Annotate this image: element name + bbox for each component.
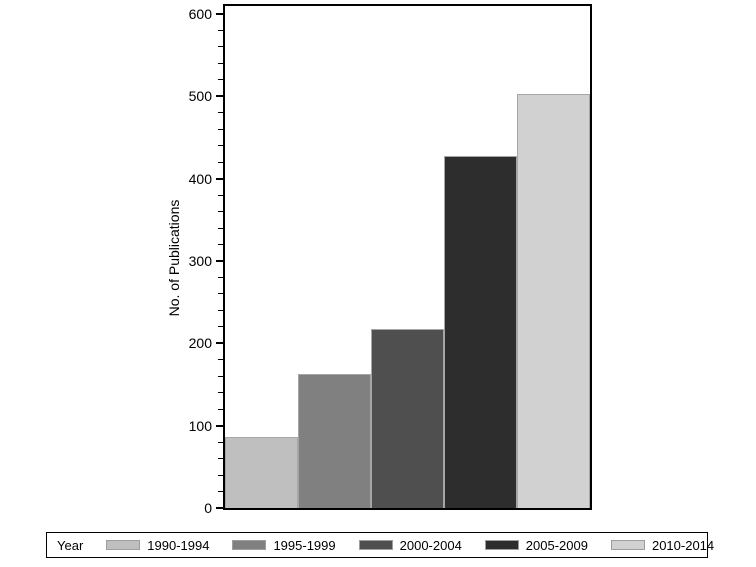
y-axis-minor-tick <box>218 359 223 361</box>
legend-item-1995-1999: 1995-1999 <box>232 537 336 553</box>
y-axis-tick-label: 100 <box>188 417 212 434</box>
y-axis-major-tick <box>216 177 223 180</box>
y-axis-major-tick <box>216 424 223 427</box>
legend-swatch-icon <box>106 540 141 550</box>
y-axis-minor-tick <box>218 161 223 163</box>
y-axis-minor-tick <box>218 408 223 410</box>
legend-title: Year <box>57 537 84 553</box>
plot-area: 0 100 200 300 400 500 600 <box>189 4 592 515</box>
y-axis-minor-tick <box>218 46 223 48</box>
legend-label: 2000-2004 <box>399 537 462 553</box>
y-axis-minor-tick <box>218 326 223 328</box>
y-axis-minor-tick <box>218 211 223 213</box>
plot-inner: 0 100 200 300 400 500 600 <box>189 6 590 515</box>
legend-items: 1990-1994 1995-1999 2000-2004 2005-2009 2010… <box>83 538 714 553</box>
y-axis-minor-tick <box>218 112 223 114</box>
y-axis-minor-tick <box>218 491 223 493</box>
bar-2005-2009 <box>444 156 517 508</box>
y-axis-minor-tick <box>218 276 223 278</box>
y-axis-minor-tick <box>218 29 223 31</box>
bar-2000-2004 <box>371 329 444 508</box>
y-axis-major-tick <box>216 507 223 509</box>
y-axis-major-tick <box>216 260 223 262</box>
y-axis-tick-label: 0 <box>204 500 212 516</box>
y-axis-minor-tick <box>218 62 223 64</box>
y-axis-minor-tick <box>218 244 223 246</box>
legend-item-2000-2004: 2000-2004 <box>358 537 462 553</box>
y-axis-minor-tick <box>218 474 223 476</box>
legend: Year 1990-1994 1995-1999 2000-2004 2005-200… <box>46 532 714 558</box>
y-axis-tick-label: 300 <box>188 253 212 269</box>
legend-swatch-icon <box>232 540 267 550</box>
legend-item-2005-2009: 2005-2009 <box>484 537 588 553</box>
y-axis-minor-tick <box>218 441 223 443</box>
y-axis-title: No. of Publications <box>166 199 182 317</box>
y-axis-minor-tick <box>218 293 223 295</box>
y-axis-minor-tick <box>218 458 223 460</box>
legend-label: 1995-1999 <box>273 537 336 553</box>
y-axis-minor-tick <box>218 309 223 311</box>
y-axis-major-tick <box>216 342 223 345</box>
y-axis-tick-label: 500 <box>188 88 212 105</box>
y-axis-tick-label: 400 <box>188 170 212 187</box>
y-axis-tick-label: 200 <box>188 335 212 352</box>
y-axis-minor-tick <box>218 79 223 81</box>
legend-label: 2005-2009 <box>525 537 588 553</box>
legend-item-1990-1994: 1990-1994 <box>106 538 209 553</box>
y-axis-minor-tick <box>218 194 223 196</box>
y-axis-minor-tick <box>218 375 223 377</box>
legend-label: 1990-1994 <box>147 537 210 553</box>
bar-2010-2014 <box>517 94 590 508</box>
y-axis-major-tick <box>216 95 223 98</box>
y-axis-minor-tick <box>218 145 223 147</box>
legend-swatch-icon <box>484 540 519 550</box>
y-axis-minor-tick <box>218 392 223 394</box>
y-axis-tick-label: 600 <box>188 6 212 22</box>
y-axis-minor-tick <box>218 227 223 229</box>
legend-swatch-icon <box>358 540 393 550</box>
y-axis-minor-tick <box>218 128 223 130</box>
y-axis-major-tick <box>216 13 223 15</box>
legend-swatch-icon <box>610 540 645 550</box>
legend-label: 2010-2014 <box>651 537 715 553</box>
bar-1990-1994 <box>225 437 298 508</box>
bar-1995-1999 <box>298 374 371 508</box>
legend-item-2010-2014: 2010-2014 <box>610 537 715 553</box>
